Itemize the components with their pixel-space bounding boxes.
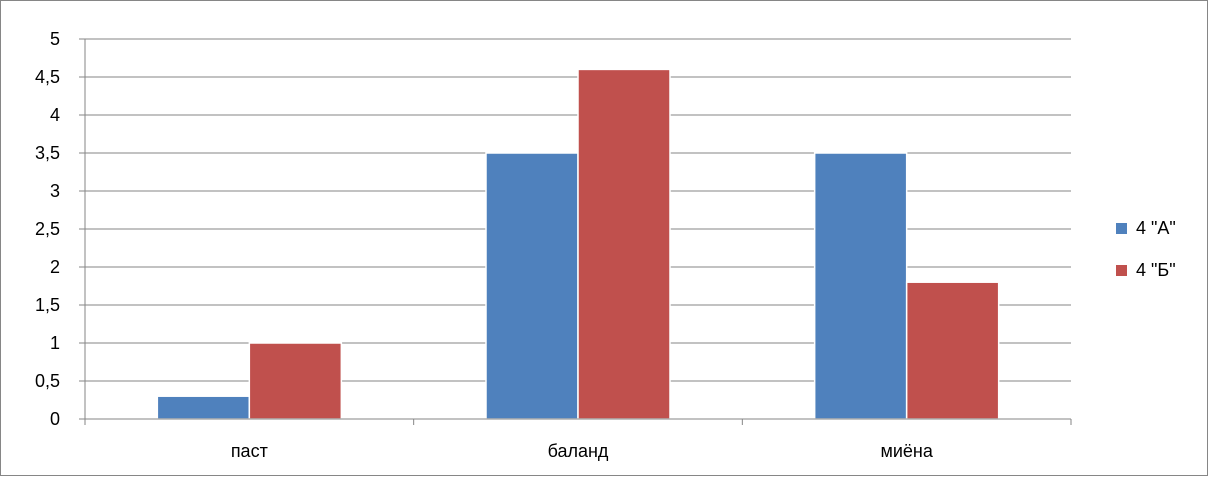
legend-swatch — [1116, 265, 1127, 276]
y-tick-label: 3 — [50, 181, 60, 201]
bars — [156, 68, 1000, 420]
y-tick-label: 2 — [50, 257, 60, 277]
axes — [79, 38, 1072, 425]
y-tick-label: 2,5 — [35, 219, 60, 239]
bar-series-1-0 — [156, 395, 251, 420]
y-tick-label: 4,5 — [35, 67, 60, 87]
legend-label: 4 "А" — [1136, 218, 1176, 238]
x-tick-labels: паст баланд миёна — [231, 441, 934, 461]
bar-series-1-1 — [485, 152, 579, 420]
legend-label: 4 "Б" — [1136, 260, 1176, 280]
bar-series-1-2 — [813, 152, 908, 420]
legend-swatch — [1116, 223, 1127, 234]
y-tick-label: 0,5 — [35, 371, 60, 391]
y-tick-label: 4 — [50, 105, 60, 125]
y-tick-label: 1,5 — [35, 295, 60, 315]
legend: 4 "А" 4 "Б" — [1116, 218, 1176, 280]
y-tick-labels: 0 0,5 1 1,5 2 2,5 3 3,5 4 4,5 5 — [35, 29, 60, 429]
y-tick-label: 0 — [50, 409, 60, 429]
bar-series-2-2 — [905, 281, 1000, 420]
bar-series-2-0 — [248, 342, 343, 420]
y-tick-label: 1 — [50, 333, 60, 353]
x-tick-label: баланд — [548, 441, 609, 461]
bar-series-2-1 — [577, 68, 671, 420]
y-tick-label: 3,5 — [35, 143, 60, 163]
y-tick-label: 5 — [50, 29, 60, 49]
x-tick-label: миёна — [880, 441, 933, 461]
x-tick-label: паст — [231, 441, 268, 461]
